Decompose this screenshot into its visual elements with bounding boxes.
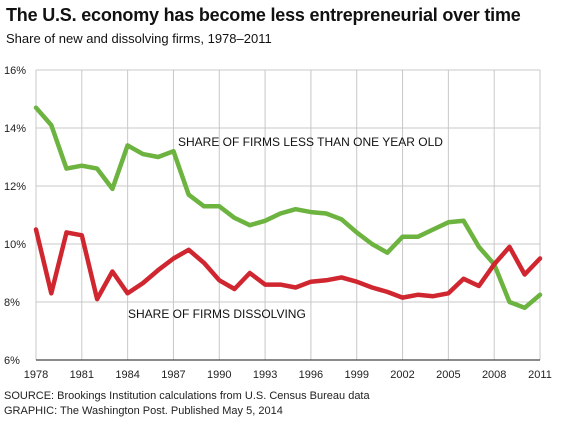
axes: 1978 1981 1984 1987 1990 1993 1996 1999 2002 2005…: [4, 65, 552, 381]
x-tick-label-2011: 2011: [528, 369, 552, 381]
y-tick-label-16: 16%: [4, 65, 26, 77]
y-tick-label-6: 6%: [4, 355, 20, 367]
x-tick-label-1978: 1978: [24, 369, 48, 381]
y-tick-label-12: 12%: [4, 181, 26, 193]
x-tick-label-2005: 2005: [436, 369, 460, 381]
x-tick-label-2002: 2002: [390, 369, 414, 381]
x-tick-label-1990: 1990: [207, 369, 231, 381]
x-tick-label-1996: 1996: [299, 369, 323, 381]
chart-title: The U.S. economy has become less entrepr…: [6, 5, 521, 25]
chart-subtitle: Share of new and dissolving firms, 1978–…: [6, 31, 272, 46]
x-tick-label-1981: 1981: [70, 369, 94, 381]
grid-lines: [35, 69, 541, 361]
series-line-dissolving-firms: [33, 227, 543, 302]
series-label-dissolving-firms: SHARE OF FIRMS DISSOLVING: [128, 307, 306, 321]
series-line-new-firms: [33, 105, 543, 311]
y-tick-label-14: 14%: [4, 123, 26, 135]
x-tick-label-1987: 1987: [161, 369, 185, 381]
source-note: SOURCE: Brookings Institution calculatio…: [4, 390, 370, 402]
x-tick-label-2008: 2008: [482, 369, 506, 381]
series-label-new-firms: SHARE OF FIRMS LESS THAN ONE YEAR OLD: [178, 135, 443, 149]
series-lines: [33, 105, 543, 311]
graphic-credit: GRAPHIC: The Washington Post. Published …: [4, 405, 283, 417]
x-tick-label-1999: 1999: [344, 369, 368, 381]
y-tick-label-8: 8%: [4, 297, 20, 309]
y-tick-label-10: 10%: [4, 239, 26, 251]
x-tick-label-1984: 1984: [115, 369, 139, 381]
x-tick-label-1993: 1993: [253, 369, 277, 381]
